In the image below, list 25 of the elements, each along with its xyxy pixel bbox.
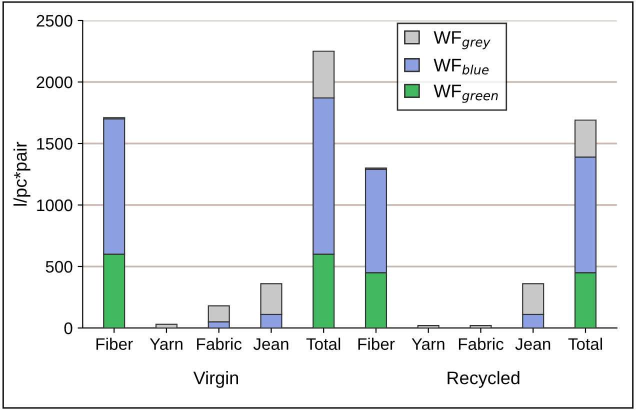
x-tick-label: Jean (515, 338, 550, 350)
x-tick-label: Fabric (458, 338, 504, 350)
x-tick-label: Fabric (197, 338, 242, 350)
bar (417, 324, 440, 328)
legend-label: WF$_{grey}$ (434, 31, 490, 50)
text: Recycled (448, 371, 520, 388)
y-tick-label: 500 (46, 260, 72, 273)
legend-label: WF$_{green}$ (434, 84, 498, 103)
legend-label: WF$_{blue}$ (434, 58, 489, 74)
y-tick-label: 0 (64, 322, 72, 334)
x-tick-label: Jean (253, 338, 288, 350)
x-tick-label: Fiber (96, 338, 133, 350)
x-tick-label: Total (306, 338, 340, 350)
bar (155, 324, 178, 328)
y-tick-label: 1000 (37, 199, 72, 212)
y-tick-label: 2500 (36, 14, 72, 27)
y-axis-title: l/pc*pair (14, 142, 30, 206)
x-tick-label: Fiber (358, 338, 395, 350)
y-tick-label: 2000 (36, 76, 72, 88)
bar (470, 324, 492, 328)
text: Virgin (193, 371, 238, 388)
y-tick-label: 1500 (37, 138, 72, 150)
x-tick-label: Yarn (412, 338, 444, 350)
x-tick-label: Total (568, 338, 602, 350)
x-tick-label: Yarn (150, 338, 182, 350)
